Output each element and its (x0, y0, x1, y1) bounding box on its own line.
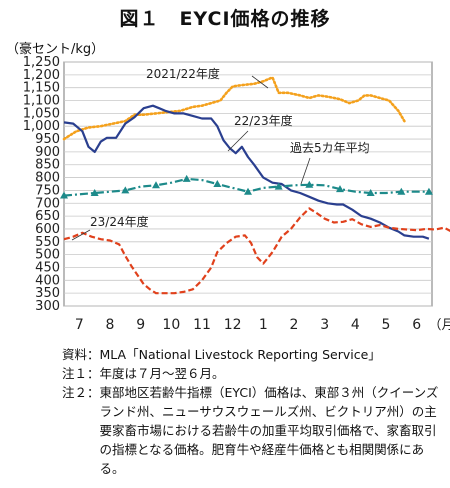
avg-marker (90, 188, 99, 196)
y-tick-label: 750 (35, 183, 60, 198)
avg-marker (213, 180, 222, 187)
y-tick-label: 550 (35, 235, 60, 250)
note-1: 注１： 年度は７月～翌６月。 (62, 364, 447, 383)
series-line (63, 207, 450, 295)
y-tick-label: 900 (35, 145, 60, 160)
note-2-label: 注２： (62, 385, 100, 400)
note-2-text: 東部地区若齢牛指標（EYCI）価格は、東部３州（クイーンズランド州、ニューサウス… (99, 385, 439, 476)
note-1-text: 年度は７月～翌６月。 (99, 366, 225, 381)
label-leader (251, 75, 269, 89)
series-lines (62, 76, 450, 295)
label-leader (71, 229, 91, 241)
label-leader (227, 130, 249, 152)
y-tick-label: 1,250 (23, 55, 60, 70)
y-tick-label: 450 (35, 260, 60, 275)
series-line (62, 76, 406, 141)
x-tick-label: 11 (193, 317, 211, 333)
avg-marker (336, 185, 344, 193)
series-label-2: 過去5カ年平均 (290, 141, 370, 155)
avg-marker (274, 182, 283, 190)
x-tick-label: 9 (136, 317, 145, 333)
y-tick-label: 300 (35, 299, 60, 314)
series-label-0: 2021/22年度 (146, 66, 220, 81)
avg-marker (244, 187, 252, 195)
note-1-label: 注１： (62, 366, 100, 381)
x-tick-label: 2 (290, 317, 299, 333)
note-source-text: MLA「National Livestock Reporting Service… (99, 347, 381, 362)
x-tick-label: 8 (106, 317, 115, 333)
avg-marker (152, 181, 160, 189)
y-tick-label: 1,000 (23, 119, 60, 134)
x-unit-label: （月） (428, 318, 450, 333)
note-source: 資料： MLA「National Livestock Reporting Ser… (62, 345, 447, 364)
x-tick-label: 4 (351, 317, 360, 333)
y-unit-label: （豪セント/kg） (6, 42, 105, 57)
avg-marker (397, 187, 406, 195)
y-tick-label: 800 (35, 171, 60, 186)
note-2: 注２： 東部地区若齢牛指標（EYCI）価格は、東部３州（クイーンズランド州、ニュ… (62, 383, 447, 478)
avg-marker (305, 180, 314, 188)
y-tick-label: 950 (35, 132, 60, 147)
y-tick-label: 500 (35, 248, 60, 263)
y-tick-label: 1,050 (23, 106, 60, 121)
avg-marker (121, 186, 130, 194)
x-tick-label: 5 (382, 317, 391, 333)
y-tick-label: 850 (35, 158, 60, 173)
y-tick-label: 400 (35, 273, 60, 288)
series-label-3: 23/24年度 (90, 214, 149, 229)
y-tick-label: 1,200 (23, 68, 60, 83)
plot-area (63, 61, 433, 307)
y-tick-label: 1,100 (23, 94, 60, 109)
x-tick-label: 3 (320, 317, 329, 333)
y-tick-label: 1,150 (23, 81, 60, 96)
y-tick-label: 700 (35, 196, 60, 211)
avg-marker (424, 187, 433, 195)
label-leader (300, 157, 311, 185)
x-tick-label: 12 (224, 317, 242, 333)
avg-marker (182, 174, 191, 182)
series-line (63, 104, 430, 240)
note-source-label: 資料： (62, 347, 100, 362)
eyci-line-chart: 3003504004505005506006507007508008509009… (23, 55, 450, 333)
y-tick-label: 350 (35, 286, 60, 301)
y-tick-label: 650 (35, 209, 60, 224)
x-tick-label: 10 (162, 317, 180, 333)
series-label-1: 22/23年度 (234, 113, 293, 128)
chart-title: 図１ EYCI価格の推移 (119, 8, 331, 30)
x-tick-label: 1 (259, 317, 268, 333)
x-tick-label: 6 (412, 317, 421, 333)
x-tick-label: 7 (75, 317, 84, 333)
y-tick-label: 600 (35, 222, 60, 237)
avg-marker (60, 191, 68, 199)
avg-marker (366, 188, 375, 196)
notes: 資料： MLA「National Livestock Reporting Ser… (62, 345, 447, 478)
